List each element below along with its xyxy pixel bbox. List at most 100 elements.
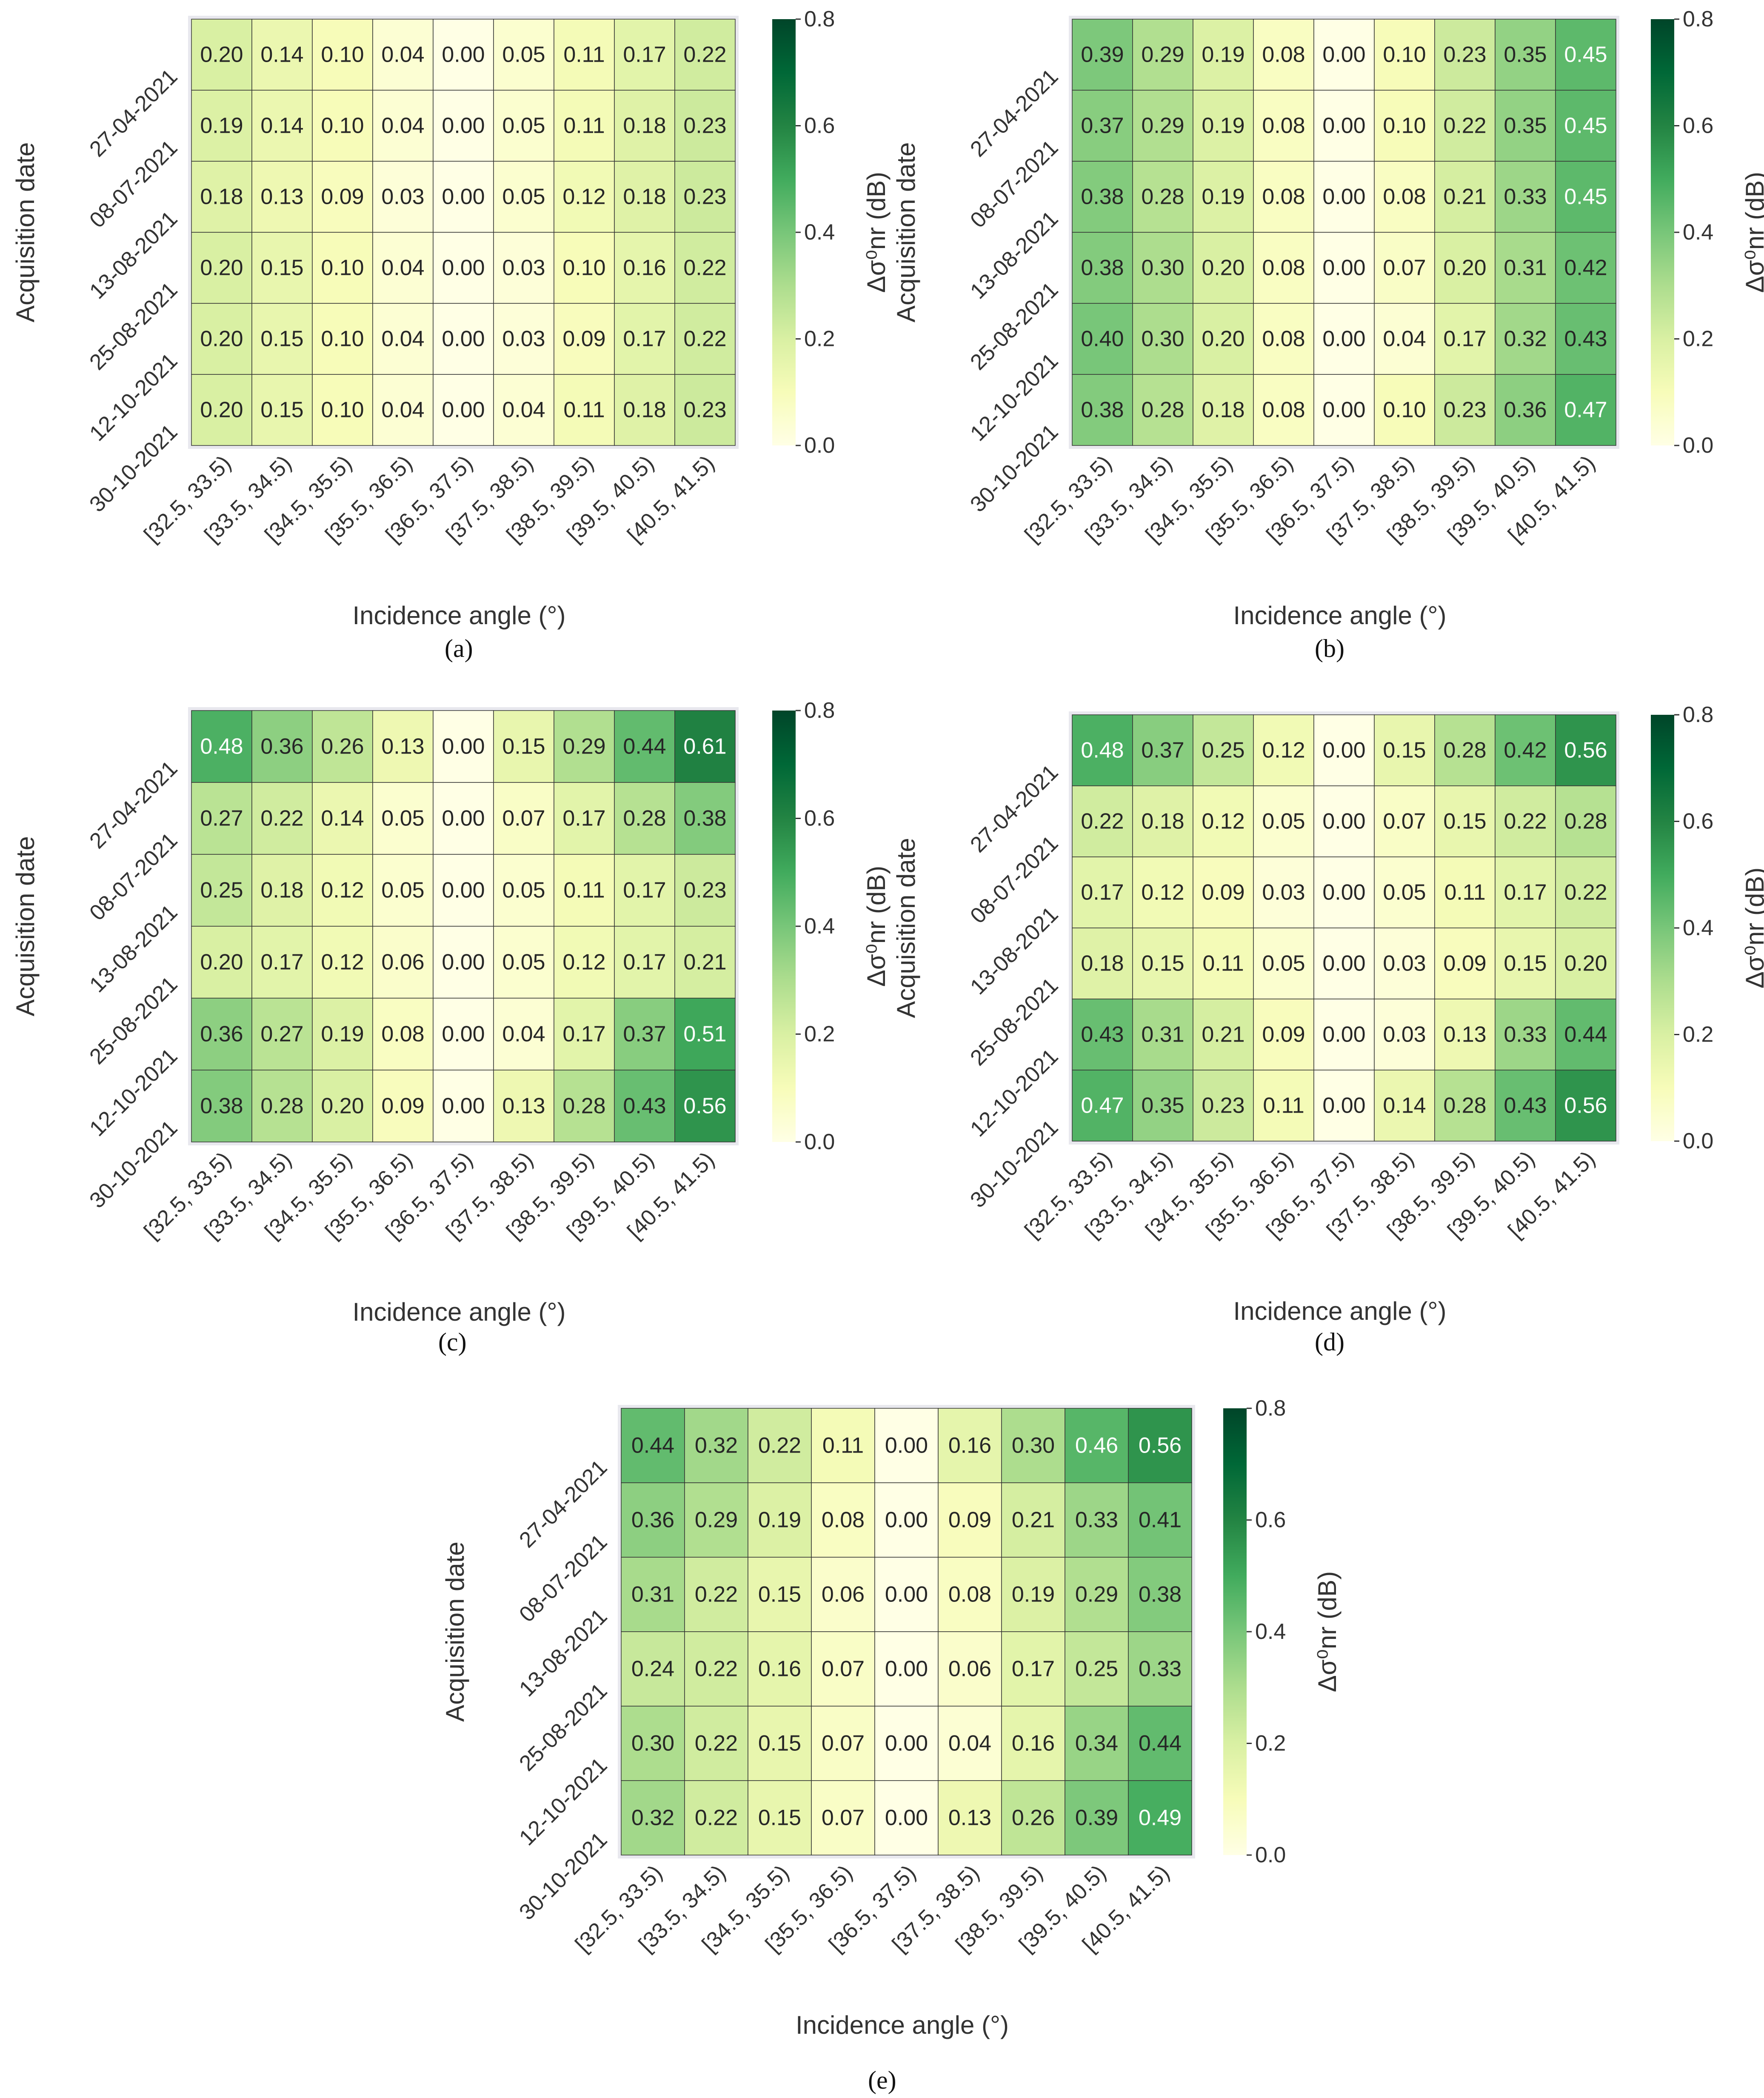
cell-value-label: 0.09 — [1443, 951, 1486, 976]
cell-value-label: 0.03 — [502, 256, 545, 280]
heatmap-cell — [1132, 856, 1193, 928]
cell-value-label: 0.00 — [442, 1022, 485, 1047]
heatmap-cell — [1434, 303, 1496, 375]
cell-value-label: 0.42 — [1504, 738, 1547, 763]
cell-value-label: 0.00 — [1322, 1022, 1365, 1047]
cell-value-label: 0.00 — [885, 1508, 928, 1533]
heatmap-cell — [1132, 374, 1193, 446]
cell-value-label: 0.47 — [1564, 398, 1607, 422]
cell-value-label: 0.17 — [623, 43, 666, 67]
heatmap-cell — [312, 926, 373, 999]
cell-value-label: 0.27 — [200, 806, 243, 831]
x-axis-label: Incidence angle (°) — [1233, 1297, 1447, 1325]
heatmap-cell — [621, 1780, 685, 1855]
cell-value-label: 0.04 — [502, 398, 545, 422]
cell-value-label: 0.14 — [321, 806, 364, 831]
cell-value-label: 0.22 — [683, 327, 726, 351]
cell-value-label: 0.00 — [442, 43, 485, 67]
cell-value-label: 0.43 — [1081, 1022, 1124, 1047]
heatmap-cell — [1555, 1070, 1616, 1142]
heatmap-cell — [372, 854, 434, 927]
cell-value-label: 0.07 — [1383, 809, 1426, 834]
heatmap-cell — [938, 1780, 1002, 1855]
heatmap-cell — [493, 90, 554, 162]
heatmap-cell — [433, 926, 494, 999]
cell-value-label: 0.12 — [562, 950, 605, 975]
heatmap-cell — [1193, 1070, 1254, 1142]
cell-value-label: 0.51 — [683, 1022, 726, 1047]
heatmap-cell — [811, 1706, 875, 1781]
colorbar-tick-label: 0.8 — [804, 698, 835, 723]
cell-value-label: 0.20 — [200, 43, 243, 67]
heatmap-cell — [1495, 999, 1556, 1070]
heatmap-cell — [1495, 928, 1556, 999]
heatmap-cell — [938, 1557, 1002, 1632]
heatmap-cell — [312, 998, 373, 1070]
cell-value-label: 0.00 — [885, 1433, 928, 1458]
cell-value-label: 0.04 — [1383, 327, 1426, 351]
heatmap-cell — [433, 90, 494, 162]
cell-value-label: 0.17 — [1012, 1657, 1055, 1681]
heatmap-cell — [433, 232, 494, 304]
cell-value-label: 0.30 — [1012, 1433, 1055, 1458]
heatmap-cell — [938, 1631, 1002, 1707]
cell-value-label: 0.22 — [695, 1657, 738, 1681]
cell-value-label: 0.00 — [1322, 327, 1365, 351]
heatmap-cell — [1374, 928, 1435, 999]
heatmap-cell — [1374, 374, 1435, 446]
cell-value-label: 0.28 — [623, 806, 666, 831]
cell-value-label: 0.06 — [948, 1657, 991, 1681]
cell-value-label: 0.05 — [502, 114, 545, 138]
heatmap-cell — [493, 161, 554, 233]
heatmap-cell — [372, 782, 434, 855]
cell-value-label: 0.20 — [200, 950, 243, 975]
heatmap-cell — [1495, 303, 1556, 375]
cell-value-label: 0.56 — [683, 1094, 726, 1119]
heatmap-cell — [1253, 785, 1314, 857]
heatmap-cell — [1495, 714, 1556, 786]
cell-value-label: 0.00 — [1322, 809, 1365, 834]
cell-value-label: 0.15 — [758, 1806, 801, 1830]
cell-value-label: 0.19 — [1202, 114, 1245, 138]
heatmap-cell — [191, 303, 252, 375]
heatmap-cell — [191, 232, 252, 304]
cell-value-label: 0.20 — [1443, 256, 1486, 280]
cell-value-label: 0.00 — [1322, 185, 1365, 209]
cell-value-label: 0.03 — [381, 185, 424, 209]
cell-value-label: 0.00 — [442, 256, 485, 280]
heatmap-cell — [938, 1706, 1002, 1781]
cell-value-label: 0.00 — [442, 806, 485, 831]
heatmap-cell — [251, 374, 313, 446]
cell-value-label: 0.35 — [1504, 43, 1547, 67]
colorbar — [772, 711, 796, 1142]
heatmap-cell — [191, 782, 252, 855]
heatmap-cell — [1495, 90, 1556, 162]
heatmap-cell — [1065, 1408, 1129, 1483]
cell-value-label: 0.25 — [1075, 1657, 1118, 1681]
heatmap-cell — [614, 1070, 675, 1142]
cell-value-label: 0.00 — [885, 1806, 928, 1830]
heatmap-cell — [372, 926, 434, 999]
cell-value-label: 0.23 — [683, 114, 726, 138]
cell-value-label: 0.10 — [562, 256, 605, 280]
cell-value-label: 0.13 — [502, 1094, 545, 1119]
heatmap-cell — [1374, 232, 1435, 304]
heatmap-cell — [674, 303, 736, 375]
heatmap-cell — [493, 374, 554, 446]
heatmap-cell — [251, 998, 313, 1070]
heatmap-cell — [1374, 303, 1435, 375]
heatmap-cell — [191, 854, 252, 927]
heatmap-cell — [1128, 1780, 1192, 1855]
cell-value-label: 0.28 — [1443, 738, 1486, 763]
heatmap-cell — [1132, 232, 1193, 304]
cell-value-label: 0.11 — [822, 1433, 864, 1458]
heatmap-cell — [1193, 856, 1254, 928]
cell-value-label: 0.07 — [822, 1731, 865, 1756]
colorbar-tick-label: 0.4 — [1683, 916, 1713, 940]
heatmap-cell — [554, 782, 615, 855]
heatmap-cell — [1072, 303, 1133, 375]
heatmap-cell — [1555, 928, 1616, 999]
cell-value-label: 0.18 — [200, 185, 243, 209]
heatmap-cell — [874, 1408, 939, 1483]
